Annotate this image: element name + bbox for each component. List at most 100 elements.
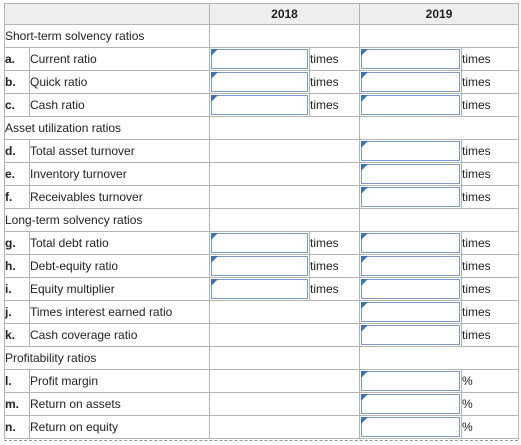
marker-icon bbox=[361, 233, 369, 240]
row-letter: h. bbox=[4, 254, 30, 278]
marker-icon bbox=[361, 141, 369, 148]
table-row-profit-margin: l. Profit margin % bbox=[4, 369, 520, 393]
input-2018-debt-equity-ratio[interactable] bbox=[209, 254, 310, 278]
row-label: Inventory turnover bbox=[29, 162, 210, 186]
row-label: Cash ratio bbox=[29, 93, 210, 117]
empty-cell bbox=[208, 185, 361, 209]
input-2019-return-on-assets[interactable] bbox=[359, 392, 463, 416]
row-label: Equity multiplier bbox=[29, 277, 210, 301]
section-row-profitability: Profitability ratios bbox=[4, 346, 520, 370]
table-row-times-interest-earned: j. Times interest earned ratio times bbox=[4, 300, 520, 324]
empty-cell bbox=[208, 392, 361, 416]
row-label: Times interest earned ratio bbox=[29, 300, 210, 324]
input-2018-current-ratio[interactable] bbox=[209, 47, 310, 71]
row-label: Current ratio bbox=[29, 47, 210, 71]
input-2019-equity-multiplier[interactable] bbox=[359, 277, 463, 301]
input-2019-debt-equity-ratio[interactable] bbox=[359, 254, 463, 278]
unit-2019: times bbox=[461, 185, 520, 209]
row-label: Quick ratio bbox=[29, 70, 210, 94]
row-letter: m. bbox=[4, 392, 30, 416]
unit-2019: times bbox=[461, 254, 520, 278]
input-2019-current-ratio[interactable] bbox=[359, 47, 463, 71]
input-2019-quick-ratio[interactable] bbox=[359, 70, 463, 94]
row-letter: f. bbox=[4, 185, 30, 209]
section-row-asset-utilization: Asset utilization ratios bbox=[4, 116, 520, 140]
marker-icon bbox=[361, 371, 369, 378]
input-2019-cash-coverage[interactable] bbox=[359, 323, 463, 347]
input-2019-return-on-equity[interactable] bbox=[359, 415, 463, 439]
header-2018: 2018 bbox=[208, 3, 361, 25]
row-letter: e. bbox=[4, 162, 30, 186]
row-letter: i. bbox=[4, 277, 30, 301]
empty-cell bbox=[208, 369, 361, 393]
input-2018-total-debt-ratio[interactable] bbox=[209, 231, 310, 255]
table-row-total-asset-turnover: d. Total asset turnover times bbox=[4, 139, 520, 163]
input-2019-total-debt-ratio[interactable] bbox=[359, 231, 463, 255]
row-letter: d. bbox=[4, 139, 30, 163]
marker-icon bbox=[361, 417, 369, 424]
marker-icon bbox=[211, 72, 218, 79]
header-blank bbox=[4, 3, 210, 25]
section-row-long-term: Long-term solvency ratios bbox=[4, 208, 520, 232]
table-row-equity-multiplier: i. Equity multiplier times times bbox=[4, 277, 520, 301]
section-title: Profitability ratios bbox=[4, 346, 210, 370]
marker-icon bbox=[361, 164, 369, 171]
empty-cell bbox=[208, 139, 361, 163]
empty-cell bbox=[359, 346, 520, 370]
unit-2019: times bbox=[461, 231, 520, 255]
unit-2018: times bbox=[308, 47, 361, 71]
unit-2018: times bbox=[308, 231, 361, 255]
table-row-cash-ratio: c. Cash ratio times times bbox=[4, 93, 520, 117]
table-row-cash-coverage: k. Cash coverage ratio times bbox=[4, 323, 520, 347]
marker-icon bbox=[361, 95, 369, 102]
marker-icon bbox=[211, 279, 218, 286]
input-2019-times-interest-earned[interactable] bbox=[359, 300, 463, 324]
table-row-current-ratio: a. Current ratio times times bbox=[4, 47, 520, 71]
table-row-quick-ratio: b. Quick ratio times times bbox=[4, 70, 520, 94]
marker-icon bbox=[361, 49, 369, 56]
input-2019-inventory-turnover[interactable] bbox=[359, 162, 463, 186]
row-label: Total asset turnover bbox=[29, 139, 210, 163]
input-2019-profit-margin[interactable] bbox=[359, 369, 463, 393]
row-letter: l. bbox=[4, 369, 30, 393]
row-letter: a. bbox=[4, 47, 30, 71]
unit-2019: times bbox=[461, 93, 520, 117]
header-row: 2018 2019 bbox=[4, 3, 520, 25]
table-row-return-on-assets: m. Return on assets % bbox=[4, 392, 520, 416]
marker-icon bbox=[361, 302, 369, 309]
unit-2019: times bbox=[461, 70, 520, 94]
empty-cell bbox=[208, 300, 361, 324]
table-row-debt-equity-ratio: h. Debt-equity ratio times times bbox=[4, 254, 520, 278]
row-label: Total debt ratio bbox=[29, 231, 210, 255]
input-2018-quick-ratio[interactable] bbox=[209, 70, 310, 94]
row-label: Receivables turnover bbox=[29, 185, 210, 209]
empty-cell bbox=[208, 208, 361, 232]
marker-icon bbox=[361, 72, 369, 79]
section-title: Short-term solvency ratios bbox=[4, 24, 210, 48]
input-2019-receivables-turnover[interactable] bbox=[359, 185, 463, 209]
input-2019-cash-ratio[interactable] bbox=[359, 93, 463, 117]
marker-icon bbox=[211, 95, 218, 102]
unit-2018: times bbox=[308, 254, 361, 278]
marker-icon bbox=[361, 187, 369, 194]
row-letter: j. bbox=[4, 300, 30, 324]
unit-2019: times bbox=[461, 277, 520, 301]
section-title: Long-term solvency ratios bbox=[4, 208, 210, 232]
input-2018-equity-multiplier[interactable] bbox=[209, 277, 310, 301]
empty-cell bbox=[359, 116, 520, 140]
marker-icon bbox=[361, 394, 369, 401]
section-title: Asset utilization ratios bbox=[4, 116, 210, 140]
table-row-return-on-equity: n. Return on equity % bbox=[4, 415, 520, 439]
table-row-receivables-turnover: f. Receivables turnover times bbox=[4, 185, 520, 209]
unit-2019: % bbox=[461, 415, 520, 439]
empty-cell bbox=[208, 415, 361, 439]
unit-2019: times bbox=[461, 300, 520, 324]
unit-2018: times bbox=[308, 70, 361, 94]
unit-2019: times bbox=[461, 139, 520, 163]
empty-cell bbox=[208, 116, 361, 140]
empty-cell bbox=[208, 162, 361, 186]
input-2019-total-asset-turnover[interactable] bbox=[359, 139, 463, 163]
row-letter: b. bbox=[4, 70, 30, 94]
input-2018-cash-ratio[interactable] bbox=[209, 93, 310, 117]
